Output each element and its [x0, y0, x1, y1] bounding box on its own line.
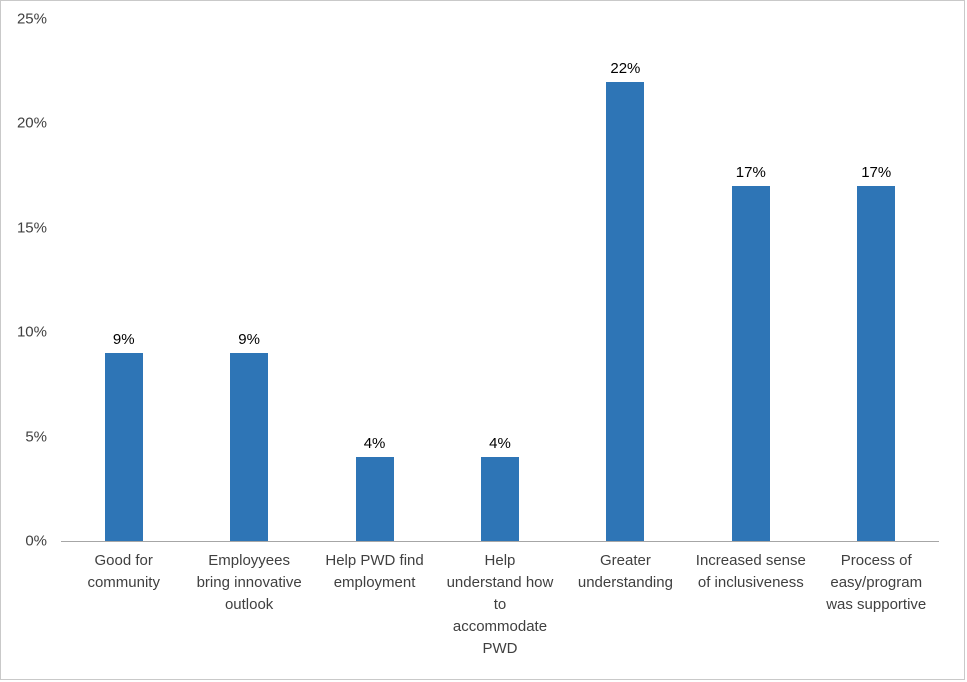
- bar-slot: 22%: [563, 19, 688, 541]
- bar: [355, 457, 394, 541]
- y-tick-label: 5%: [25, 428, 47, 446]
- x-axis-category-label: Help PWD find employment: [325, 552, 424, 591]
- bar-value-label: 17%: [861, 164, 892, 182]
- plot-area: 9% 9% 4% 4% 22% 17% 17%: [61, 19, 939, 542]
- bar-slot: 9%: [61, 19, 186, 541]
- bar-value-label: 9%: [238, 331, 260, 349]
- bar-slot: 4%: [437, 19, 562, 541]
- x-axis-category-label: Increased sense of inclusiveness: [695, 552, 806, 591]
- y-tick-label: 15%: [16, 219, 47, 237]
- x-axis: Good for community Employyees bring innovat…: [61, 550, 939, 660]
- bar: [606, 81, 645, 541]
- x-axis-category-label: Greater understanding: [577, 552, 673, 591]
- y-tick-label: 25%: [16, 10, 47, 28]
- bar: [480, 457, 519, 541]
- bar-slot: 4%: [312, 19, 437, 541]
- x-axis-category-label: Process of easy/program was supportive: [826, 552, 927, 613]
- bar-slot: 17%: [814, 19, 939, 541]
- bar: [731, 186, 770, 541]
- bar-value-label: 4%: [489, 435, 511, 453]
- y-tick-label: 20%: [16, 114, 47, 132]
- bar-value-label: 9%: [112, 331, 135, 349]
- bar-slot: 9%: [186, 19, 311, 541]
- bar-value-label: 22%: [610, 59, 641, 77]
- y-axis: 0% 5% 10% 15% 20% 25%: [1, 1, 53, 679]
- bar: [230, 353, 269, 541]
- x-axis-category-label: Employyees bring innovative outlook: [196, 552, 302, 613]
- y-tick-label: 0%: [25, 532, 47, 550]
- bar-value-label: 17%: [735, 164, 766, 182]
- x-axis-category-label: Help understand how to accommodate PWD: [446, 552, 554, 657]
- bar-slot: 17%: [688, 19, 813, 541]
- x-axis-category-label: Good for community: [87, 552, 160, 591]
- bar-value-label: 4%: [363, 435, 386, 453]
- y-tick-label: 10%: [16, 323, 47, 341]
- bar: [857, 186, 896, 541]
- bar: [104, 353, 143, 541]
